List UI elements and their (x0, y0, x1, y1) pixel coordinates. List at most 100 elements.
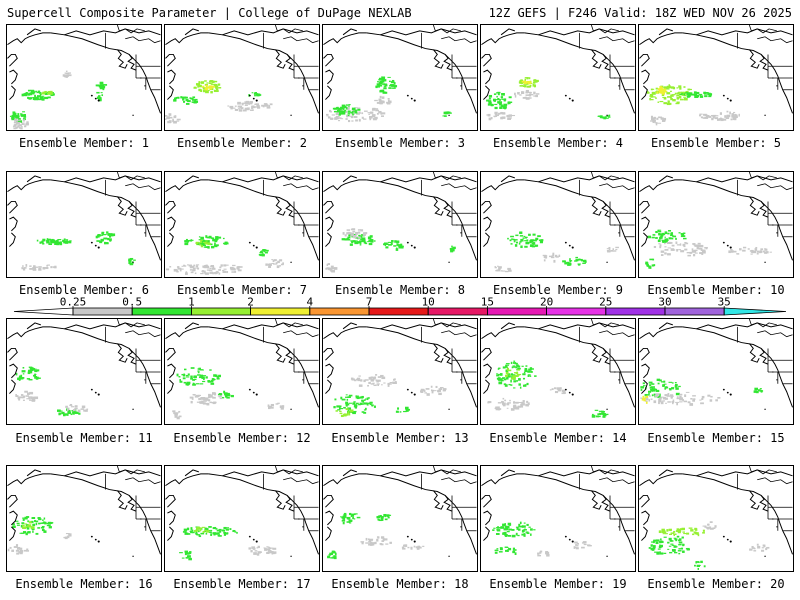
ensemble-map-1 (6, 24, 162, 131)
legend-tick-label: 1 (188, 297, 195, 309)
ensemble-map-4 (480, 24, 636, 131)
coastlines-borders (323, 319, 477, 410)
coastlines-borders (7, 319, 161, 410)
ensemble-map-19 (480, 465, 636, 572)
ensemble-map-7 (164, 171, 320, 278)
scp-shading (645, 229, 772, 269)
scp-shading (326, 76, 452, 123)
ensemble-member-label: Ensemble Member: 14 (489, 431, 627, 445)
map-canvas (323, 25, 477, 123)
map-canvas (639, 466, 793, 570)
coastlines-borders (639, 466, 793, 557)
legend-tick-label: 30 (658, 297, 671, 309)
ensemble-map-13 (322, 318, 478, 425)
coastlines-borders (639, 172, 793, 263)
legend-tick-label: 15 (481, 297, 494, 309)
legend-tick-label: 2 (247, 297, 254, 309)
legend-color-bin (190, 307, 251, 316)
ensemble-member-label: Ensemble Member: 7 (176, 283, 308, 297)
legend-tick-label: 25 (599, 297, 612, 309)
map-canvas (165, 25, 319, 124)
ensemble-map-2 (164, 24, 320, 131)
ensemble-map-16 (6, 465, 162, 572)
map-canvas (165, 172, 319, 275)
map-canvas (165, 466, 319, 561)
coastlines-borders (323, 466, 477, 557)
ensemble-member-label: Ensemble Member: 20 (647, 577, 785, 591)
map-canvas (639, 25, 793, 126)
scp-shading (327, 512, 425, 560)
ensemble-member-label: Ensemble Member: 18 (331, 577, 469, 591)
scp-shading (494, 231, 619, 273)
legend-color-bin (605, 307, 666, 316)
coastlines-borders (481, 25, 635, 116)
coastlines-borders (7, 25, 161, 116)
ensemble-member-label: Ensemble Member: 4 (492, 136, 624, 150)
legend-tick-label: 7 (366, 297, 373, 309)
ensemble-map-3 (322, 24, 478, 131)
ensemble-member-label: Ensemble Member: 6 (18, 283, 150, 297)
map-canvas (7, 466, 161, 557)
color-legend: 0.25 0.5 1 2 4 7 10 15 20 25 30 35 (13, 297, 787, 316)
ensemble-map-14 (480, 318, 636, 425)
scp-shading (15, 366, 89, 417)
map-canvas (481, 466, 635, 557)
legend-color-bin (72, 307, 133, 316)
scp-shading (179, 526, 277, 561)
coastlines-borders (7, 172, 161, 263)
map-canvas (639, 172, 793, 269)
map-canvas (481, 25, 635, 121)
coastlines-borders (481, 319, 635, 410)
ensemble-member-label: Ensemble Member: 17 (173, 577, 311, 591)
ensemble-member-label: Ensemble Member: 11 (15, 431, 153, 445)
ensemble-member-label: Ensemble Member: 19 (489, 577, 627, 591)
scp-shading (166, 235, 284, 275)
map-canvas (481, 319, 635, 418)
scp-shading (492, 521, 592, 557)
map-canvas (639, 319, 793, 410)
legend-tick-label: 35 (718, 297, 731, 309)
map-canvas (323, 466, 477, 560)
legend-color-bin (486, 307, 547, 316)
ensemble-member-label: Ensemble Member: 13 (331, 431, 469, 445)
coastlines-borders (7, 466, 161, 557)
legend-tick-label: 0.5 (122, 297, 142, 309)
coastlines-borders (481, 172, 635, 263)
run-valid-time: 12Z GEFS | F246 Valid: 18Z WED NOV 26 20… (488, 6, 792, 20)
coastlines-borders (639, 25, 793, 116)
ensemble-member-label: Ensemble Member: 2 (176, 136, 308, 150)
map-canvas (481, 172, 635, 273)
ensemble-map-20 (638, 465, 794, 572)
coastlines-borders (481, 466, 635, 557)
scp-shading (165, 80, 273, 124)
ensemble-map-12 (164, 318, 320, 425)
legend-tick-label: 4 (306, 297, 313, 309)
ensemble-member-label: Ensemble Member: 8 (334, 283, 466, 297)
ensemble-map-8 (322, 171, 478, 278)
legend-color-bin (250, 307, 311, 316)
ensemble-map-17 (164, 465, 320, 572)
coastlines-borders (165, 25, 319, 116)
legend-tick-label: 20 (540, 297, 553, 309)
scp-shading (325, 228, 456, 273)
ensemble-member-label: Ensemble Member: 3 (334, 136, 466, 150)
coastlines-borders (639, 319, 793, 410)
map-canvas (165, 319, 319, 420)
coastlines-borders (165, 172, 319, 263)
ensemble-member-label: Ensemble Member: 1 (18, 136, 150, 150)
scp-shading (648, 521, 770, 570)
scp-shading (7, 516, 72, 555)
legend-color-bin (546, 307, 607, 316)
legend-tick-label: 10 (422, 297, 435, 309)
ensemble-map-10 (638, 171, 794, 278)
scp-shading (487, 360, 609, 418)
ensemble-map-5 (638, 24, 794, 131)
ensemble-map-15 (638, 318, 794, 425)
coastlines-borders (165, 466, 319, 557)
map-canvas (323, 172, 477, 273)
ensemble-member-label: Ensemble Member: 5 (650, 136, 782, 150)
scp-shading (640, 378, 764, 406)
ensemble-member-label: Ensemble Member: 10 (647, 283, 785, 297)
coastlines-borders (323, 25, 477, 116)
scp-shading (21, 231, 136, 271)
